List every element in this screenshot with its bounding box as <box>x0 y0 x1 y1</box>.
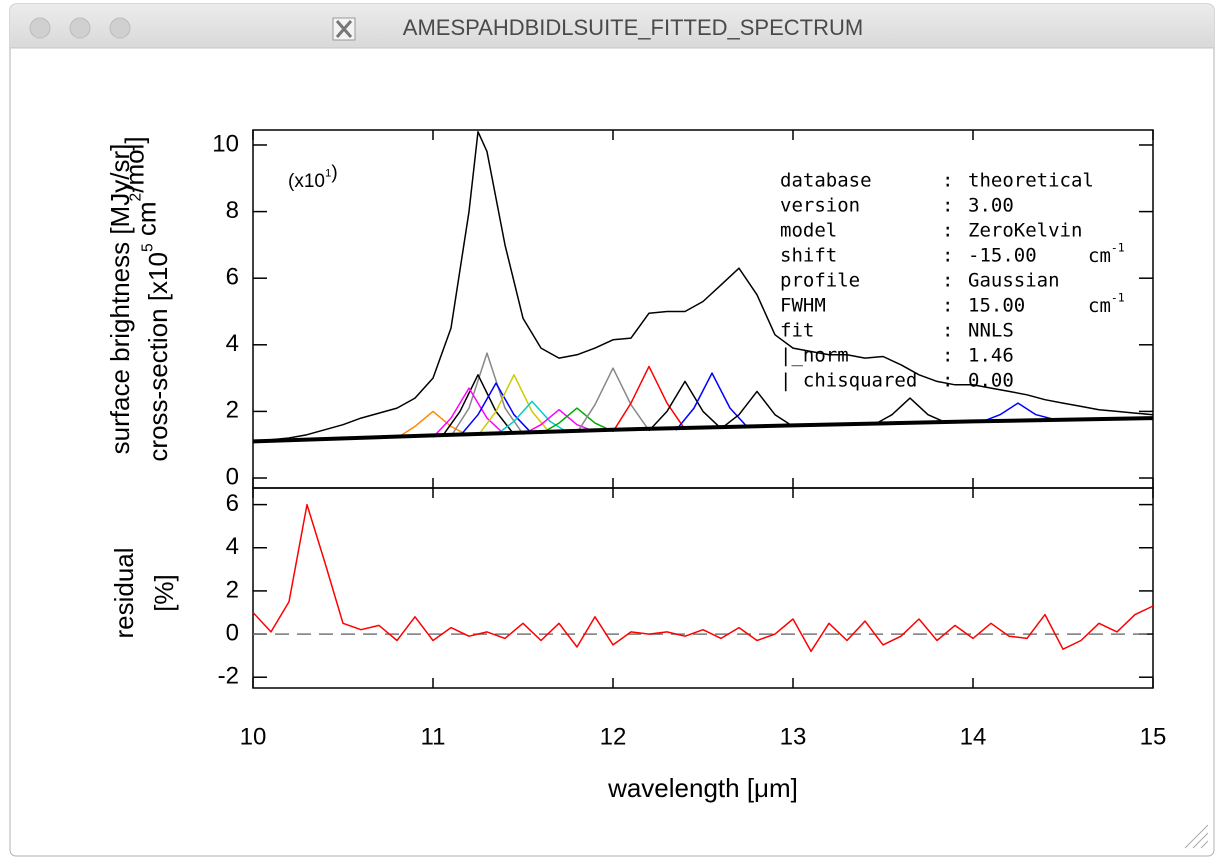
x-tick-label: 15 <box>1140 723 1167 750</box>
series-line <box>612 365 686 433</box>
y-axis-label-part: cross-section [x10 <box>143 252 173 462</box>
y-axis-label-part: surface brightness [MJy/sr] <box>105 144 135 455</box>
series-line <box>459 382 533 437</box>
series-line <box>720 390 794 430</box>
info-key: shift <box>780 245 837 267</box>
info-unit-part: cm <box>1088 295 1111 317</box>
y-tick-label: 4 <box>226 533 239 560</box>
series-line <box>450 352 524 437</box>
info-value: 0.00 <box>968 370 1014 392</box>
close-button[interactable] <box>29 17 51 39</box>
y-axis-label-part: residual <box>109 547 139 638</box>
scale-note-part: (x10 <box>288 171 325 192</box>
info-value: -15.00 <box>968 245 1037 267</box>
info-unit-sup: -1 <box>1111 240 1125 254</box>
info-value: NNLS <box>968 320 1014 342</box>
info-unit: cm-1 <box>1088 240 1125 267</box>
series-line <box>477 374 551 437</box>
series-line <box>522 408 596 436</box>
series-line <box>873 397 947 426</box>
x11-icon <box>332 17 356 41</box>
y-tick-label: 2 <box>226 576 239 603</box>
y-tick-label: 10 <box>212 130 239 157</box>
y-axis-label: residual <box>109 547 139 638</box>
series-line <box>396 410 470 439</box>
y-axis-label-part: cm <box>131 201 161 243</box>
info-separator: : <box>942 220 953 242</box>
series-line <box>441 374 515 438</box>
series-line <box>675 372 749 431</box>
title-bar <box>10 4 1214 48</box>
info-value: ZeroKelvin <box>968 220 1082 242</box>
info-key: fit <box>780 320 814 342</box>
info-key: database <box>780 170 872 192</box>
info-separator: : <box>942 370 953 392</box>
info-separator: : <box>942 170 953 192</box>
y-tick-label: 6 <box>226 264 239 291</box>
y-axis-label-part: [%] <box>149 574 179 612</box>
y-tick-label: 0 <box>226 463 239 490</box>
info-separator: : <box>942 270 953 292</box>
info-separator: : <box>942 245 953 267</box>
info-separator: : <box>942 320 953 342</box>
y-tick-label: 6 <box>226 490 239 517</box>
series-line <box>540 407 614 435</box>
info-unit: cm-1 <box>1088 290 1125 317</box>
info-key: | chisquared <box>780 370 917 392</box>
x-tick-label: 10 <box>240 723 267 750</box>
y-tick-label: 4 <box>226 330 239 357</box>
scale-note-sup: 1 <box>325 167 331 179</box>
series-line <box>252 503 1154 653</box>
info-key: profile <box>780 270 860 292</box>
x-tick-label: 11 <box>421 723 446 750</box>
x-tick-label: 14 <box>960 723 987 750</box>
info-value: 15.00 <box>968 295 1025 317</box>
scale-note-part: ) <box>331 162 337 183</box>
y-tick-label: 2 <box>226 397 239 424</box>
y-tick-label: 0 <box>226 619 239 646</box>
info-separator: : <box>942 345 953 367</box>
info-unit-sup: -1 <box>1111 290 1125 304</box>
info-value: 3.00 <box>968 195 1014 217</box>
info-unit-part: cm <box>1088 245 1111 267</box>
info-key: FWHM <box>780 295 826 317</box>
series-line <box>432 387 506 438</box>
y-axis-label: [%] <box>149 574 179 612</box>
x-tick-label: 12 <box>600 723 627 750</box>
info-key: |_norm <box>780 345 849 367</box>
scale-note: (x101) <box>288 162 338 192</box>
y-axis-label-sup: 5 <box>139 243 156 252</box>
info-separator: : <box>942 295 953 317</box>
series-line <box>252 130 1154 443</box>
series-line <box>252 416 1154 444</box>
plot-frame <box>252 487 1154 689</box>
zoom-button[interactable] <box>109 17 131 39</box>
y-axis-label: surface brightness [MJy/sr] <box>105 144 135 455</box>
x-tick-label: 13 <box>780 723 807 750</box>
y-axis-label-sup: 2 <box>128 193 145 202</box>
series-line <box>981 402 1055 423</box>
y-tick-label: 8 <box>226 197 239 224</box>
x-axis-label: wavelength [μm] <box>607 773 798 803</box>
info-value: Gaussian <box>968 270 1060 292</box>
series-line <box>648 380 722 432</box>
y-axis-label: cross-section [x105 cm2/mol] <box>119 136 172 461</box>
window-title: AMESPAHDBIDLSUITE_FITTED_SPECTRUM <box>403 15 863 40</box>
info-separator: : <box>942 195 953 217</box>
info-value: 1.46 <box>968 345 1014 367</box>
y-axis-label-part: /mol] <box>119 136 149 192</box>
info-key: model <box>780 220 837 242</box>
info-value: theoretical <box>968 170 1094 192</box>
series-line <box>576 367 650 434</box>
info-key: version <box>780 195 860 217</box>
minimize-button[interactable] <box>69 17 91 39</box>
y-tick-label: -2 <box>218 663 239 690</box>
resize-grip[interactable] <box>1184 824 1209 849</box>
